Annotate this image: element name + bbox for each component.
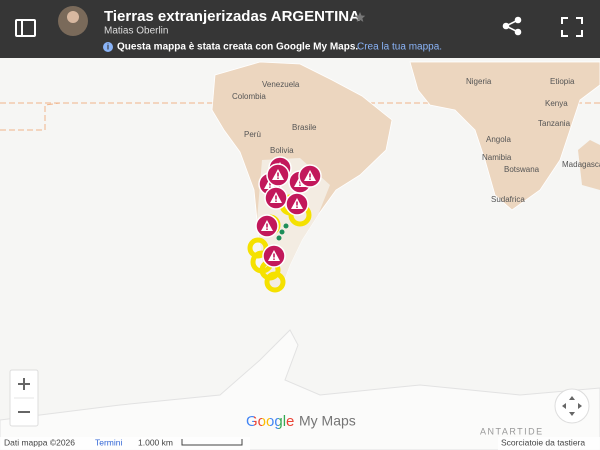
map-label: Bolivia (270, 146, 294, 155)
map-label: Namibia (482, 153, 512, 162)
map-label: Tanzania (538, 119, 571, 128)
map-label: Botswana (504, 165, 540, 174)
avatar-face (67, 11, 79, 23)
map-label: Madagascar (562, 160, 600, 169)
marker-dot[interactable] (283, 223, 289, 229)
share-button[interactable] (502, 16, 522, 36)
marker-pin[interactable] (264, 186, 288, 210)
map-title: Tierras extranjerizadas ARGENTINA (104, 8, 360, 25)
map-label: Perù (244, 130, 261, 139)
marker-pin[interactable] (285, 192, 309, 216)
green-markers[interactable] (276, 223, 289, 241)
shortcuts-link[interactable]: Scorciatoie da tastiera (501, 437, 585, 447)
map-label: Brasile (292, 123, 317, 132)
zoom-control (9, 369, 39, 427)
sidebar-toggle[interactable] (15, 19, 36, 37)
terms-link[interactable]: Termini (95, 437, 123, 447)
map-label: Nigeria (466, 77, 492, 86)
info-glyph: i (107, 43, 109, 52)
antarctica (0, 329, 600, 450)
marker-pin[interactable] (262, 244, 286, 268)
marker-dot[interactable] (276, 235, 282, 241)
map-label: Sudafrica (491, 195, 525, 204)
map-label: Colombia (232, 92, 266, 101)
footer-bar (498, 437, 600, 450)
country-labels: Venezuela Colombia Perù Brasile Bolivia … (232, 77, 600, 436)
madagascar (578, 140, 600, 190)
map-label: Venezuela (262, 80, 300, 89)
locate-icon (562, 396, 582, 416)
africa (409, 61, 600, 211)
zoom-in[interactable] (18, 378, 30, 390)
footer-bar (0, 437, 250, 450)
logo-product: My Maps (299, 413, 356, 429)
logo-google: Google (246, 413, 294, 430)
locate-control[interactable] (554, 388, 590, 424)
marker-dot[interactable] (279, 229, 285, 235)
attribution: Dati mappa ©2026 (4, 437, 75, 447)
info-icon (103, 42, 113, 52)
fullscreen-button[interactable] (561, 17, 583, 37)
boundary-line (0, 102, 61, 131)
marker-pin[interactable] (266, 163, 290, 187)
locate-button[interactable] (554, 388, 590, 424)
star-button[interactable] (354, 12, 366, 22)
map-label: ANTARTIDE (480, 426, 544, 436)
map-label: Kenya (545, 99, 568, 108)
notice: Questa mappa è stata creata con Google M… (117, 42, 358, 53)
marker-pin[interactable] (255, 214, 279, 238)
map-label: Etiopia (550, 77, 575, 86)
notice-link[interactable]: Crea la tua mappa. (357, 42, 442, 53)
header (0, 0, 600, 58)
map-label: Angola (486, 135, 511, 144)
author[interactable]: Matias Oberlin (104, 26, 168, 37)
marker-pin[interactable] (298, 164, 322, 188)
scale-label: 1.000 km (138, 437, 173, 447)
scale-bar (181, 439, 243, 446)
